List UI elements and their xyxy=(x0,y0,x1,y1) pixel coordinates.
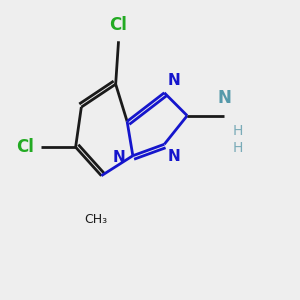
Text: Cl: Cl xyxy=(110,16,128,34)
Text: Cl: Cl xyxy=(16,138,34,156)
Text: CH₃: CH₃ xyxy=(84,213,107,226)
Text: N: N xyxy=(113,150,126,165)
Text: N: N xyxy=(167,148,180,164)
Text: N: N xyxy=(167,74,180,88)
Text: H: H xyxy=(233,141,243,155)
Text: H: H xyxy=(233,124,243,138)
Text: N: N xyxy=(218,89,231,107)
